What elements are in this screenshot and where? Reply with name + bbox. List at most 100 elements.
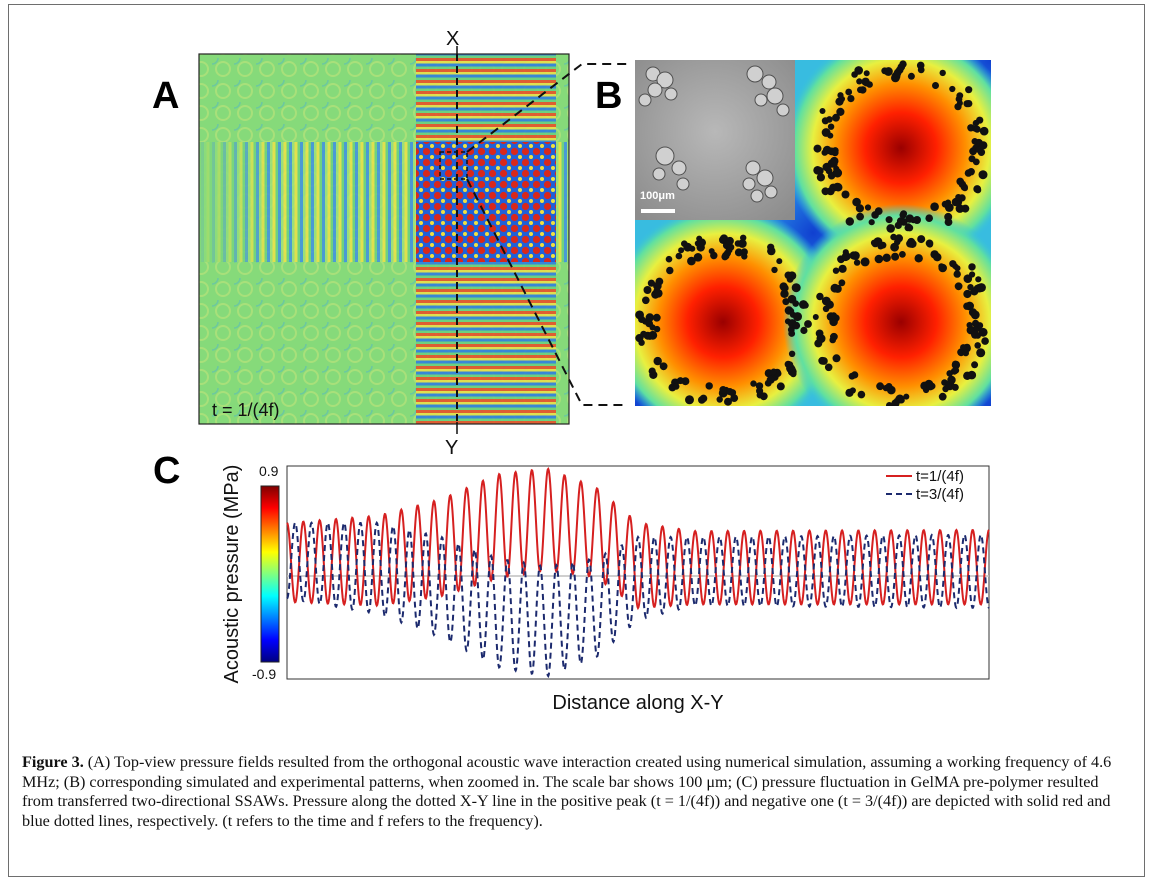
cell-dot — [974, 186, 982, 194]
cell-dot — [963, 289, 972, 299]
cell-dot — [675, 252, 683, 260]
cell-dot — [640, 330, 647, 338]
cell-dot — [894, 68, 902, 77]
scale-bar-label: 100μm — [640, 190, 675, 202]
cell-dot — [788, 350, 796, 357]
cell-dot — [963, 371, 972, 380]
cell-dot — [954, 103, 962, 111]
cell-dot — [863, 70, 870, 77]
cell-dot — [951, 360, 961, 370]
cell-dot — [849, 387, 856, 394]
panel-a-letter: A — [152, 75, 180, 117]
cell-dot — [766, 375, 775, 384]
cell-dot — [903, 393, 910, 400]
cell-dot — [856, 212, 864, 221]
cell-dot — [967, 284, 974, 291]
series-line-t1 — [286, 466, 990, 611]
cell-dot — [949, 260, 957, 268]
cell-dot — [971, 361, 979, 369]
cell-dot — [648, 330, 658, 340]
cell-dot — [961, 185, 968, 192]
cell-dot — [816, 173, 825, 182]
cell-dot — [788, 330, 796, 337]
cell-dot — [647, 279, 655, 287]
cell-dot — [979, 126, 989, 136]
cell-dot — [979, 141, 988, 150]
y-axis-label: Acoustic pressure (MPa) — [221, 465, 243, 684]
cell-dot — [944, 218, 953, 227]
series-line-t3 — [286, 520, 990, 679]
cell-dot — [685, 395, 694, 405]
cell-dot — [832, 354, 841, 363]
figure-frame — [8, 4, 1145, 877]
micrograph-inset — [635, 60, 795, 220]
cell-dot — [821, 128, 831, 137]
cell-dot — [870, 239, 878, 246]
cell-dot — [784, 271, 793, 280]
cell-dot — [964, 169, 973, 177]
cell-dot — [830, 283, 840, 293]
cell-dot — [886, 402, 893, 406]
cell-dot — [854, 66, 863, 75]
y-marker: Y — [445, 437, 459, 459]
cell-dot — [813, 144, 822, 153]
cell-dot — [666, 266, 674, 275]
cell-dot — [792, 300, 799, 307]
cell-dot — [852, 197, 861, 207]
cell-dot — [978, 327, 988, 337]
cell-dot — [938, 263, 947, 273]
cell-dot — [776, 258, 783, 265]
cell-dot — [906, 240, 914, 248]
cell-dot — [976, 348, 986, 358]
legend-label-t3: t=3/(4f) — [916, 486, 964, 503]
cell-dot — [861, 77, 870, 86]
cell-dot — [708, 248, 715, 255]
cell-dot — [954, 282, 963, 291]
cell-dot — [734, 248, 743, 257]
cell-dot — [845, 217, 854, 226]
cell-dot — [716, 396, 723, 403]
cell-dot — [871, 211, 879, 219]
cell-dot — [864, 204, 872, 211]
cell-dot — [833, 182, 842, 192]
plot-frame — [286, 465, 990, 680]
cell-dot — [949, 85, 956, 93]
legend-label-t1: t=1/(4f) — [916, 468, 964, 485]
cell-dot — [938, 392, 947, 401]
cell-dot — [926, 382, 935, 391]
cell-dot — [726, 388, 734, 396]
cell-dot — [727, 243, 735, 251]
cell-dot — [750, 380, 757, 387]
cell-dot — [838, 264, 847, 273]
cell-dot — [676, 377, 684, 385]
cell-dot — [886, 224, 895, 233]
cell-dot — [876, 382, 884, 391]
cell-dot — [645, 313, 654, 322]
cell-dot — [683, 242, 693, 252]
caption-body: (A) Top-view pressure fields resulted fr… — [22, 753, 1112, 830]
cell-dot — [907, 72, 915, 80]
cell-dot — [818, 356, 827, 365]
cell-dot — [930, 202, 939, 211]
cell-dot — [812, 314, 819, 320]
panel-a-field — [198, 46, 570, 434]
cell-dot — [756, 387, 764, 395]
cell-dot — [830, 312, 837, 319]
cell-dot — [920, 381, 929, 390]
colorbar — [260, 485, 280, 663]
cell-dot — [925, 214, 933, 222]
cell-dot — [955, 194, 962, 201]
cell-dot — [857, 86, 864, 94]
cell-dot — [899, 251, 906, 258]
cell-dot — [816, 334, 826, 344]
cell-dot — [771, 266, 778, 274]
cell-dot — [832, 113, 840, 122]
cell-dot — [672, 383, 680, 390]
cell-dot — [722, 251, 730, 259]
cell-dot — [963, 302, 971, 310]
cell-dot — [659, 362, 668, 371]
cell-dot — [687, 256, 696, 266]
cell-dot — [652, 313, 661, 322]
cell-dot — [635, 310, 644, 320]
cell-dot — [649, 324, 656, 331]
